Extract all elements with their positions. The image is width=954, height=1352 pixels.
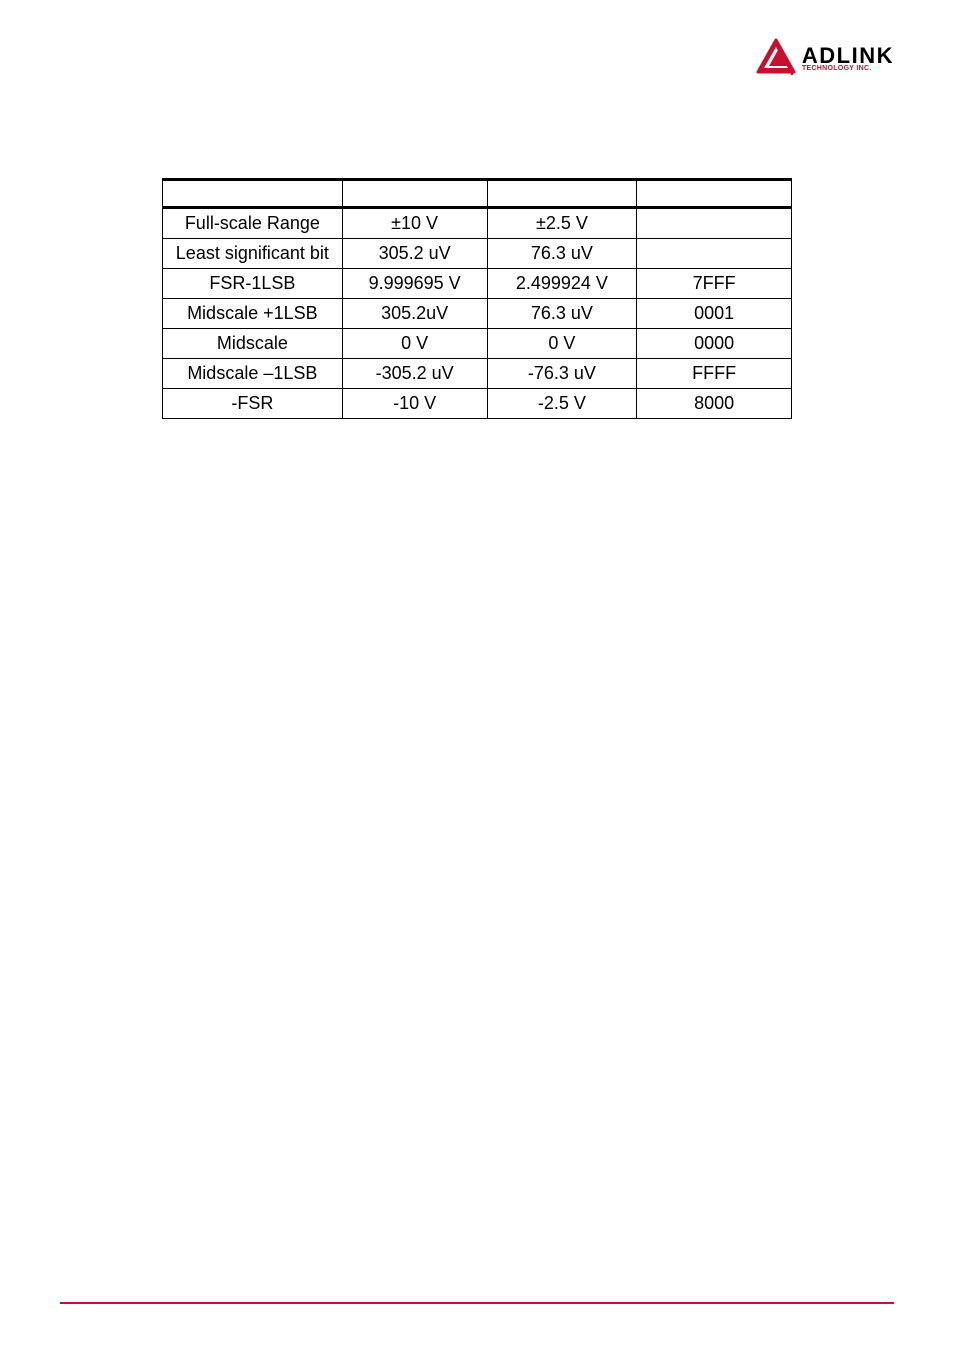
table-row: Full-scale Range ±10 V ±2.5 V xyxy=(163,208,792,239)
header-cell xyxy=(163,180,343,208)
cell: ±10 V xyxy=(342,208,487,239)
logo-sub: TECHNOLOGY INC. xyxy=(802,65,894,72)
cell: -2.5 V xyxy=(487,389,637,419)
row-label: Least significant bit xyxy=(163,239,343,269)
cell: -76.3 uV xyxy=(487,359,637,389)
row-label: Midscale +1LSB xyxy=(163,299,343,329)
cell: -305.2 uV xyxy=(342,359,487,389)
logo-text: ADLINK TECHNOLOGY INC. xyxy=(802,45,894,72)
spec-table-container: Full-scale Range ±10 V ±2.5 V Least sign… xyxy=(162,178,792,419)
header-cell xyxy=(637,180,792,208)
spec-table: Full-scale Range ±10 V ±2.5 V Least sign… xyxy=(162,178,792,419)
brand-logo: ADLINK TECHNOLOGY INC. xyxy=(754,38,894,78)
cell: FFFF xyxy=(637,359,792,389)
cell: 305.2 uV xyxy=(342,239,487,269)
table-row: Midscale +1LSB 305.2uV 76.3 uV 0001 xyxy=(163,299,792,329)
cell: 76.3 uV xyxy=(487,239,637,269)
cell: 0000 xyxy=(637,329,792,359)
cell: 76.3 uV xyxy=(487,299,637,329)
cell: ±2.5 V xyxy=(487,208,637,239)
row-label: Midscale xyxy=(163,329,343,359)
row-label: Midscale –1LSB xyxy=(163,359,343,389)
header-cell xyxy=(487,180,637,208)
logo-mark-icon xyxy=(754,38,798,78)
header-cell xyxy=(342,180,487,208)
logo-word: ADLINK xyxy=(802,45,894,67)
cell: 0 V xyxy=(342,329,487,359)
table-row: Midscale –1LSB -305.2 uV -76.3 uV FFFF xyxy=(163,359,792,389)
cell xyxy=(637,208,792,239)
cell: 9.999695 V xyxy=(342,269,487,299)
cell: 0 V xyxy=(487,329,637,359)
table-row: Midscale 0 V 0 V 0000 xyxy=(163,329,792,359)
footer-rule xyxy=(60,1302,894,1304)
row-label: -FSR xyxy=(163,389,343,419)
table-header-row xyxy=(163,180,792,208)
cell: 2.499924 V xyxy=(487,269,637,299)
cell xyxy=(637,239,792,269)
table-row: Least significant bit 305.2 uV 76.3 uV xyxy=(163,239,792,269)
cell: 0001 xyxy=(637,299,792,329)
row-label: FSR-1LSB xyxy=(163,269,343,299)
row-label: Full-scale Range xyxy=(163,208,343,239)
cell: -10 V xyxy=(342,389,487,419)
table-row: FSR-1LSB 9.999695 V 2.499924 V 7FFF xyxy=(163,269,792,299)
cell: 7FFF xyxy=(637,269,792,299)
cell: 305.2uV xyxy=(342,299,487,329)
table-row: -FSR -10 V -2.5 V 8000 xyxy=(163,389,792,419)
cell: 8000 xyxy=(637,389,792,419)
